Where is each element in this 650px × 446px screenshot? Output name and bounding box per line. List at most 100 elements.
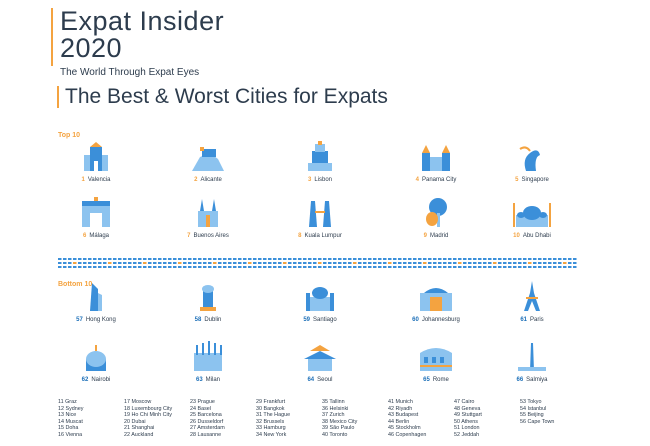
ranking-entry: 26 Dusseldorf <box>190 418 224 425</box>
city-name: Panama City <box>421 177 457 183</box>
city-caption: 4 Panama City <box>386 177 486 183</box>
mosque-icon <box>513 203 551 227</box>
city-caption: 66 Salmiya <box>482 377 582 383</box>
ranking-entry: 17 Moscow <box>124 399 152 405</box>
ranking-entry: 42 Riyadh <box>388 405 413 412</box>
city-card-paris: 61 Paris <box>482 280 582 330</box>
city-name: Nairobi <box>91 377 111 383</box>
city-rank: 4 <box>415 177 419 183</box>
city-name: Lisbon <box>314 177 333 183</box>
eiffel-tower-icon <box>524 281 540 311</box>
ranking-entry: 35 Tallinn <box>322 399 345 405</box>
ranking-entry: 31 The Hague <box>256 412 291 419</box>
city-caption: 6 Málaga <box>46 233 146 239</box>
city-caption: 8 Kuala Lumpur <box>270 233 370 239</box>
city-rank: 62 <box>81 377 89 383</box>
city-card-hong-kong: 57 Hong Kong <box>46 280 146 330</box>
ranking-entry: 14 Muscat <box>58 418 83 425</box>
city-caption: 5 Singapore <box>482 177 582 183</box>
castle-hill-icon <box>192 147 224 171</box>
gate-icon <box>82 197 110 227</box>
city-name: Dublin <box>204 317 222 323</box>
city-rank: 66 <box>516 377 524 383</box>
ranking-entry: 21 Shanghai <box>124 425 155 432</box>
title-accent-bar <box>57 86 59 108</box>
city-name: Málaga <box>89 233 110 239</box>
ranking-entry: 49 Stuttgart <box>454 412 482 419</box>
ranking-entry: 45 Stockholm <box>388 425 421 432</box>
ranking-entry: 13 Nice <box>58 412 77 419</box>
city-caption: 63 Milan <box>158 377 258 383</box>
city-name: Paris <box>530 317 544 323</box>
lighthouse-icon <box>200 285 216 311</box>
ranking-entry: 48 Geneva <box>454 405 481 412</box>
city-rank: 1 <box>81 177 85 183</box>
ranking-entry: 54 Istanbul <box>520 405 547 412</box>
city-caption: 62 Nairobi <box>46 377 146 383</box>
ranking-entry: 22 Auckland <box>124 431 154 438</box>
merlion-icon <box>519 146 540 171</box>
city-card-madrid: 9 Madrid <box>386 196 486 246</box>
city-card-seoul: 64 Seoul <box>270 340 370 390</box>
duomo-icon <box>194 341 222 371</box>
ranking-entry: 55 Beijing <box>520 412 544 419</box>
ranking-column: 53 Tokyo 54 Istanbul 55 Beijing 56 Cape Tow… <box>520 399 554 425</box>
city-rank: 2 <box>194 177 198 183</box>
city-card-milan: 63 Milan <box>158 340 258 390</box>
city-caption: 58 Dublin <box>158 317 258 323</box>
colosseum-icon <box>420 348 452 371</box>
city-rank: 5 <box>515 177 519 183</box>
ranking-entry: 53 Tokyo <box>520 399 542 405</box>
tagline: The World Through Expat Eyes <box>60 67 200 78</box>
ranking-entry: 33 Hamburg <box>256 425 286 432</box>
ranking-entry: 24 Basel <box>190 405 211 412</box>
ranking-entry: 25 Barcelona <box>190 412 222 419</box>
city-card-johannesburg: 60 Johannesburg <box>386 280 486 330</box>
ranking-entry: 50 Athens <box>454 418 478 425</box>
city-rank: 63 <box>195 377 203 383</box>
city-rank: 64 <box>307 377 315 383</box>
header-accent-bar <box>51 8 53 66</box>
city-card-panama-city: 4 Panama City <box>386 140 486 190</box>
city-name: Singapore <box>521 177 549 183</box>
city-caption: 3 Lisbon <box>270 177 370 183</box>
ranking-entry: 32 Brussels <box>256 418 285 425</box>
ranking-entry: 43 Budapest <box>388 412 419 419</box>
pavilion-icon <box>306 287 334 311</box>
city-name: Santiago <box>313 317 337 323</box>
ranking-column: 11 Graz 12 Sydney 13 Nice 14 Muscat 15 Doha 1… <box>58 399 83 439</box>
ranking-entry: 18 Luxembourg City <box>124 405 173 412</box>
city-caption: 10 Abu Dhabi <box>482 233 582 239</box>
obelisk-icon <box>518 343 546 371</box>
city-hall-icon <box>420 288 452 311</box>
ranking-column: 41 Munich 42 Riyadh 43 Budapest 44 Berlin 45… <box>388 399 426 439</box>
city-caption: 9 Madrid <box>386 233 486 239</box>
city-card-valencia: 1 Valencia <box>46 140 146 190</box>
ranking-column: 29 Frankfurt 30 Bangkok 31 The Hague 32 Bru… <box>256 399 290 439</box>
ranking-entry: 29 Frankfurt <box>256 399 286 405</box>
city-card-buenos-aires: 7 Buenos Aires <box>158 196 258 246</box>
city-name: Buenos Aires <box>193 233 229 239</box>
bottom-10-label: Bottom 10 <box>58 281 93 288</box>
city-rank: 9 <box>423 233 427 239</box>
cathedral-icon <box>84 142 108 171</box>
ranking-entry: 52 Jeddah <box>454 431 480 438</box>
ranking-column: 17 Moscow 18 Luxembourg City 19 Ho Chi Min… <box>124 399 172 439</box>
city-caption: 1 Valencia <box>46 177 146 183</box>
city-caption: 60 Johannesburg <box>386 317 486 323</box>
ranking-entry: 19 Ho Chi Minh City <box>124 412 172 419</box>
section-divider <box>58 258 577 268</box>
ranking-entry: 47 Cairo <box>454 399 475 405</box>
city-name: Rome <box>432 377 449 383</box>
city-name: Madrid <box>430 233 449 239</box>
city-name: Abu Dhabi <box>522 233 551 239</box>
basilica-icon <box>198 199 218 227</box>
page-title: The Best & Worst Cities for Expats <box>65 85 388 108</box>
ranking-entry: 36 Helsinki <box>322 405 349 412</box>
city-name: Valencia <box>87 177 111 183</box>
city-caption: 59 Santiago <box>270 317 370 323</box>
ranking-entry: 27 Amsterdam <box>190 425 225 432</box>
ranking-entry: 23 Prague <box>190 399 215 405</box>
ranking-entry: 11 Graz <box>58 399 77 405</box>
petronas-towers-icon <box>309 201 331 227</box>
